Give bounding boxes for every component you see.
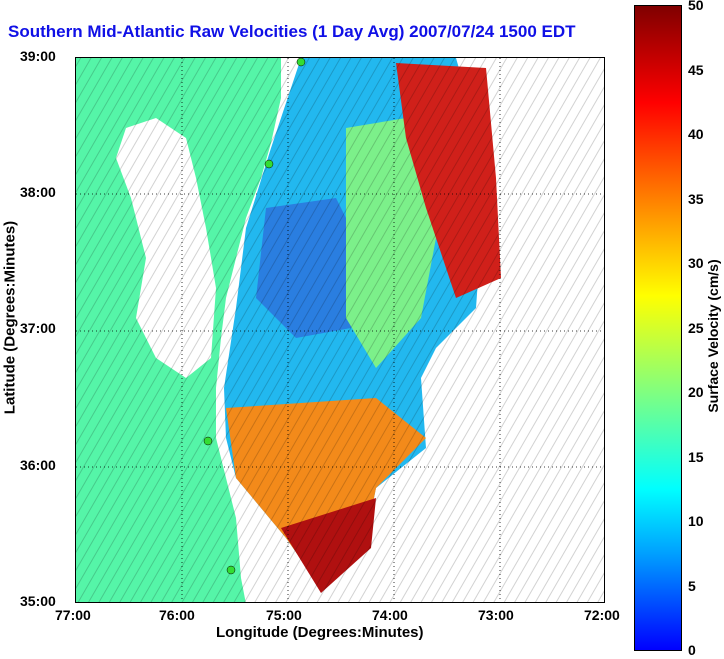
y-tick: 37:00 <box>20 320 56 336</box>
colorbar-tick: 5 <box>688 578 696 594</box>
map-canvas <box>76 58 604 602</box>
station-3 <box>203 436 213 446</box>
map-plot[interactable] <box>75 57 605 603</box>
colorbar-tick: 10 <box>688 513 704 529</box>
colorbar-tick: 50 <box>688 0 704 13</box>
grid-lines <box>76 58 604 602</box>
colorbar-tick: 20 <box>688 384 704 400</box>
station-4 <box>226 565 236 575</box>
y-tick: 36:00 <box>20 457 56 473</box>
vector-arrows <box>76 58 604 602</box>
x-tick: 77:00 <box>55 607 91 623</box>
colorbar-tick: 0 <box>688 642 696 658</box>
colorbar-label: Surface Velocity (cm/s) <box>705 259 721 413</box>
y-tick: 38:00 <box>20 184 56 200</box>
station-1 <box>296 58 306 67</box>
y-tick: 39:00 <box>20 48 56 64</box>
colorbar-tick: 40 <box>688 126 704 142</box>
x-axis-label: Longitude (Degrees:Minutes) <box>216 624 424 641</box>
y-axis-label: Latitude (Degrees:Minutes) <box>1 220 19 415</box>
x-tick: 72:00 <box>584 607 620 623</box>
colorbar-tick: 15 <box>688 449 704 465</box>
colorbar-tick: 25 <box>688 320 704 336</box>
colorbar-tick: 35 <box>688 191 704 207</box>
station-2 <box>264 159 274 169</box>
map-title: Southern Mid-Atlantic Raw Velocities (1 … <box>8 22 576 41</box>
y-tick: 35:00 <box>20 593 56 609</box>
x-tick: 76:00 <box>159 607 195 623</box>
x-tick: 73:00 <box>478 607 514 623</box>
colorbar <box>634 5 682 651</box>
colorbar-tick: 45 <box>688 62 704 78</box>
colorbar-tick: 30 <box>688 255 704 271</box>
x-tick: 74:00 <box>372 607 408 623</box>
x-tick: 75:00 <box>266 607 302 623</box>
